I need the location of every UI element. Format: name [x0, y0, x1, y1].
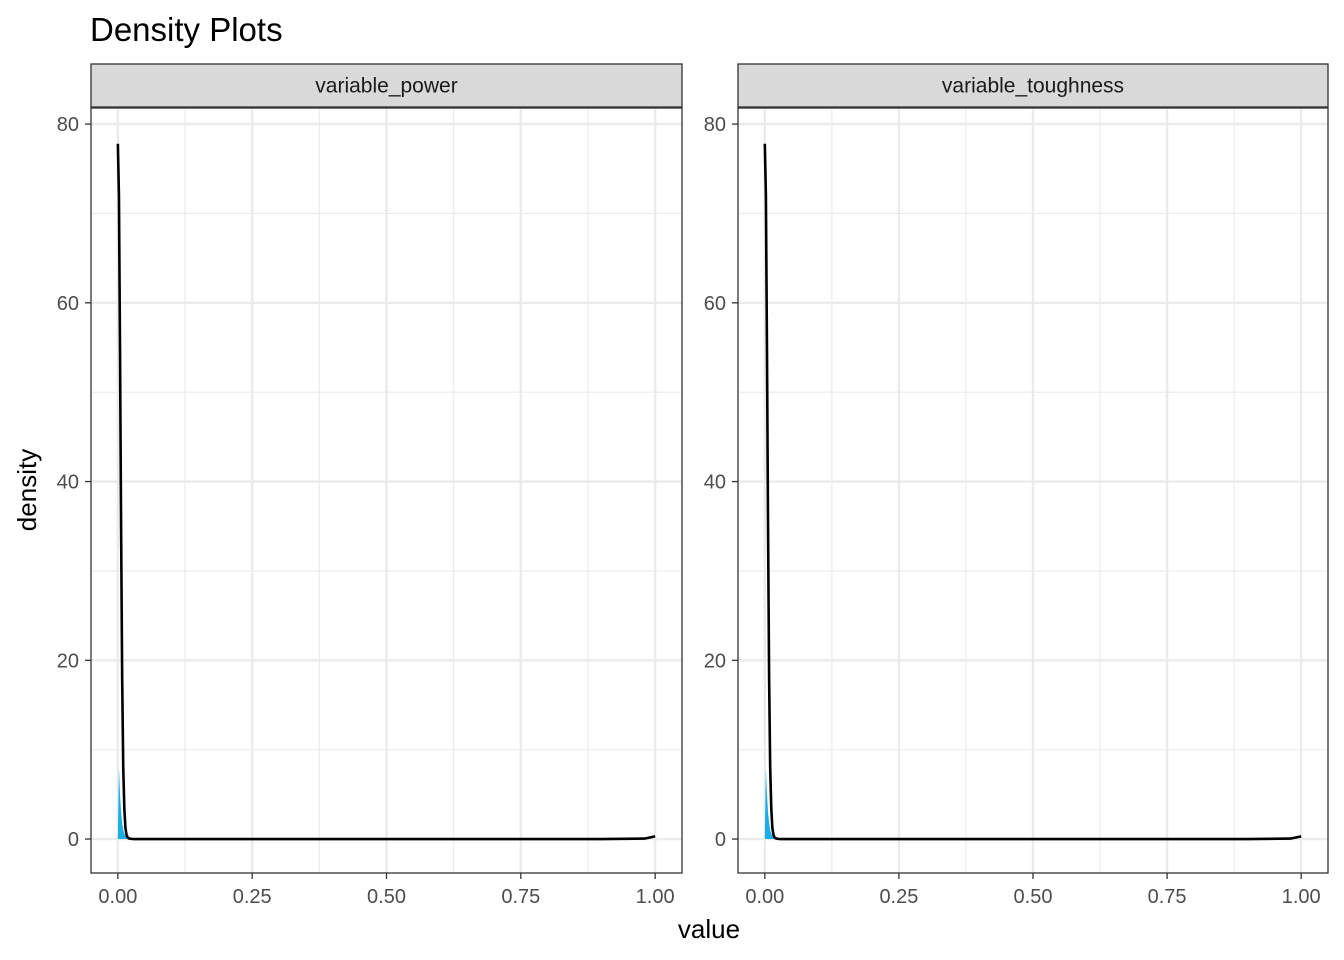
- y-tick-label: 20: [57, 650, 79, 672]
- x-tick-label: 0.75: [501, 886, 540, 908]
- x-tick-label: 1.00: [636, 886, 675, 908]
- density-line: [116, 143, 656, 841]
- facet-strip-label: variable_toughness: [942, 75, 1124, 98]
- x-tick-label: 1.00: [1282, 886, 1321, 908]
- y-tick-label: 60: [704, 293, 726, 315]
- x-tick-label: 0.00: [98, 886, 137, 908]
- x-tick-label: 0.50: [367, 886, 406, 908]
- y-tick-label: 40: [57, 472, 79, 494]
- y-tick-label: 0: [68, 829, 79, 851]
- facet-strip: [90, 63, 683, 108]
- density-fill-area: [764, 767, 776, 840]
- chart-title: Density Plots: [90, 11, 283, 48]
- y-tick-label: 60: [57, 293, 79, 315]
- y-tick-label: 40: [704, 472, 726, 494]
- density-fill-area: [117, 767, 129, 840]
- x-tick-label: 0.25: [879, 886, 918, 908]
- y-tick-label: 20: [704, 650, 726, 672]
- y-tick-label: 80: [57, 114, 79, 136]
- y-tick-label: 0: [715, 829, 726, 851]
- facet-panel-variable-power: variable_power 0.00 0.25 0.50 0.75 1.00 0 20 40 6…: [57, 63, 683, 908]
- y-axis-title: density: [12, 449, 42, 531]
- x-tick-label: 0.00: [745, 886, 784, 908]
- x-tick-label: 0.75: [1148, 886, 1187, 908]
- density-line: [763, 143, 1302, 841]
- facet-strip-label: variable_power: [315, 75, 457, 98]
- facet-strip: [737, 63, 1329, 108]
- x-tick-label: 0.25: [233, 886, 272, 908]
- x-axis-title: value: [678, 914, 740, 944]
- y-tick-label: 80: [704, 114, 726, 136]
- x-tick-label: 0.50: [1014, 886, 1053, 908]
- facet-panel-variable-toughness: variable_toughness 0.00 0.25 0.50 0.75 1.00 0 2…: [704, 63, 1329, 908]
